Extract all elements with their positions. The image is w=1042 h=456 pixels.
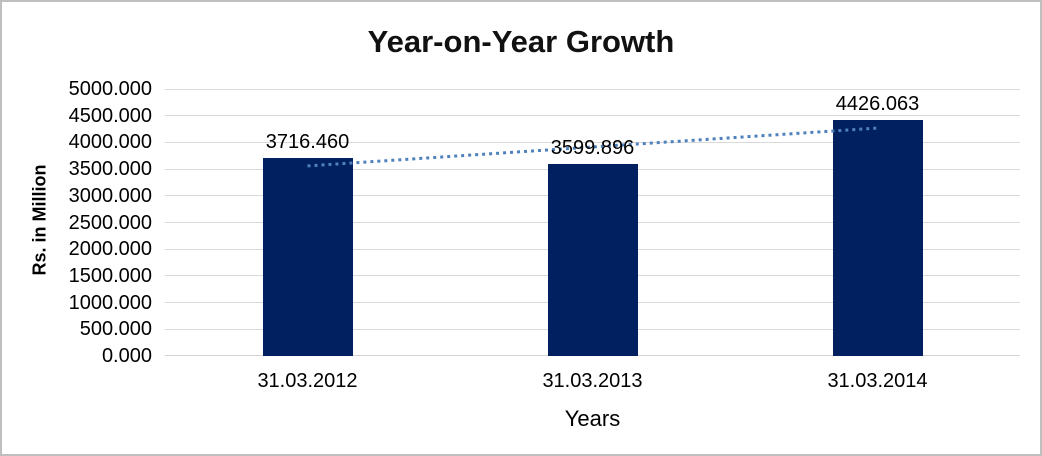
data-label: 3716.460 [265, 130, 350, 153]
y-tick-label: 2500.000 [68, 211, 152, 234]
x-axis-title: Years [564, 406, 621, 431]
y-tick-label: 4000.000 [68, 131, 152, 154]
x-tick-label: 31.03.2012 [257, 370, 358, 392]
bar-31.03.2013 [547, 163, 638, 356]
y-tick-label: 3500.000 [68, 158, 152, 181]
y-tick-label: 3000.000 [68, 184, 152, 207]
data-label: 3599.896 [550, 136, 635, 159]
y-tick-label: 4500.000 [68, 104, 152, 127]
trendline [307, 126, 878, 168]
gridline [165, 115, 1020, 117]
y-tick-label: 500.000 [79, 318, 152, 341]
y-tick-label: 0.000 [101, 345, 152, 367]
x-tick-label: 31.03.2013 [542, 370, 643, 392]
chart-title: Year-on-Year Growth [367, 24, 675, 59]
data-label: 4426.063 [835, 92, 920, 115]
y-tick-label: 1000.000 [68, 291, 152, 314]
plot-area: 3716.460 3599.896 4426.063 [165, 88, 1020, 356]
x-tick-label: 31.03.2014 [827, 370, 928, 392]
y-tick-label: 5000.000 [68, 78, 152, 100]
bar-31.03.2012 [262, 157, 353, 356]
gridline [165, 141, 1020, 143]
y-tick-label: 1500.000 [68, 264, 152, 287]
bar-31.03.2014 [832, 119, 923, 356]
y-tick-label: 2000.000 [68, 238, 152, 261]
gridline [165, 88, 1020, 90]
trendline-segment [307, 126, 878, 168]
